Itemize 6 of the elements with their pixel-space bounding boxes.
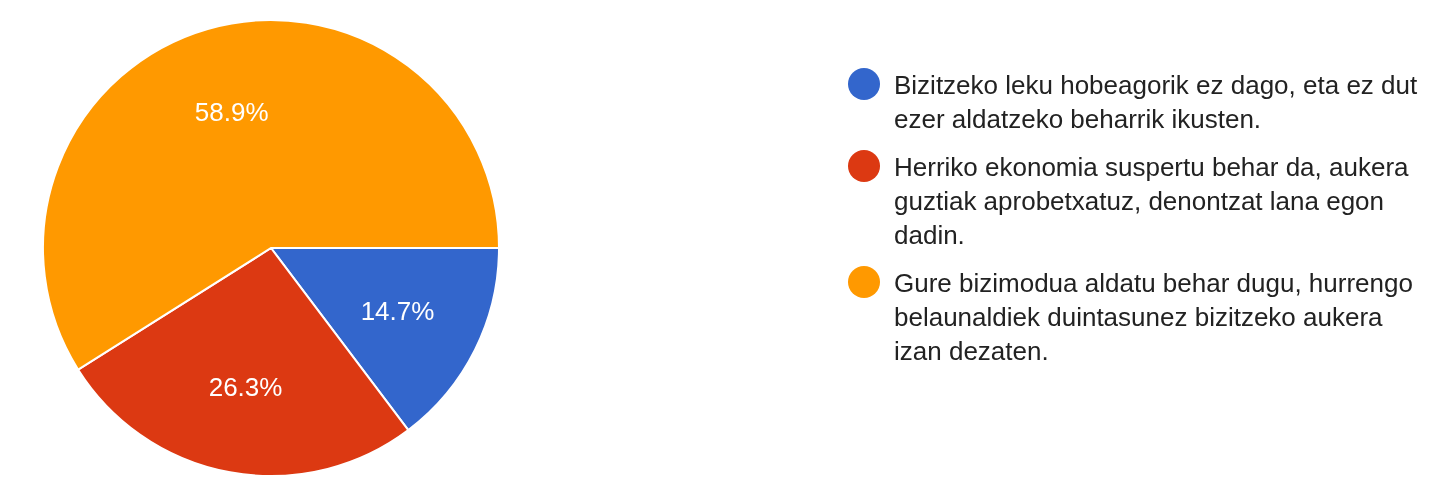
legend-label: Gure bizimodua aldatu behar dugu, hurrengo belaunaldiek duintasunez bizitzeko aukera izan dezaten. bbox=[894, 267, 1414, 368]
legend-label: Herriko ekonomia suspertu behar da, aukera guztiak aprobetxatuz, denontzat lana egon dadin. bbox=[894, 151, 1410, 252]
data-label: 58.9% bbox=[194, 97, 269, 128]
legend-label: Bizitzeko leku hobeagorik ez dago, eta ez dut ezer aldatzeko beharrik ikusten. bbox=[894, 69, 1419, 136]
data-label: 14.7% bbox=[360, 296, 435, 327]
data-label: 26.3% bbox=[208, 372, 283, 403]
